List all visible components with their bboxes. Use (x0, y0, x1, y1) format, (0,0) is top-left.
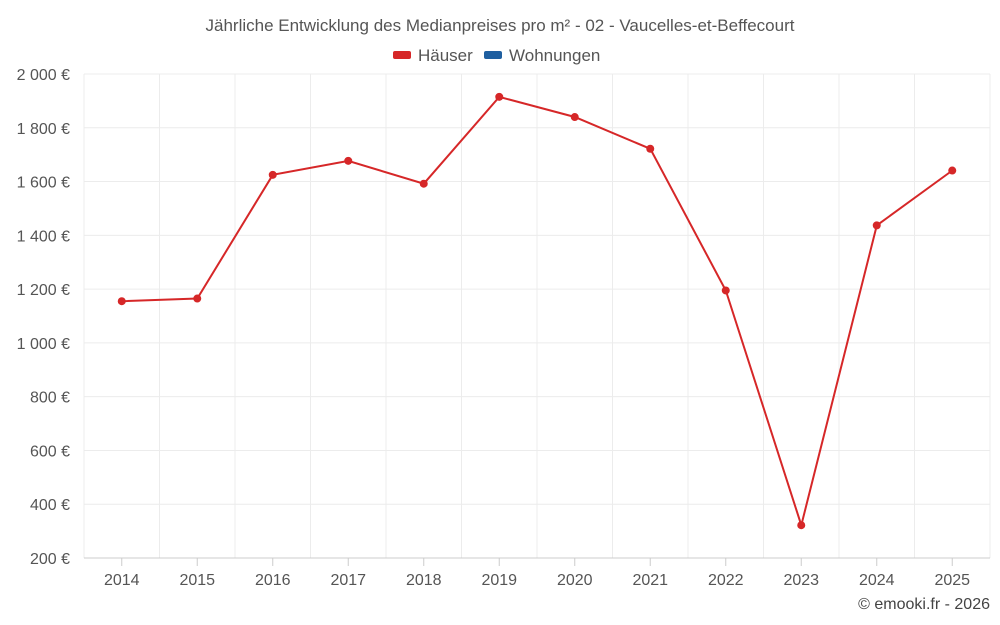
data-point[interactable] (721, 286, 730, 295)
x-tick-label: 2015 (179, 572, 215, 589)
y-tick-label: 800 € (30, 390, 70, 407)
x-tick-label: 2020 (557, 572, 593, 589)
data-point[interactable] (872, 221, 881, 230)
y-tick-label: 1 200 € (17, 282, 70, 299)
x-tick-label: 2022 (708, 572, 744, 589)
x-tick-label: 2025 (934, 572, 970, 589)
data-point[interactable] (193, 294, 202, 303)
x-tick-label: 2023 (783, 572, 819, 589)
y-tick-label: 1 600 € (17, 175, 70, 192)
data-point[interactable] (419, 179, 428, 188)
data-point[interactable] (570, 113, 579, 122)
legend-label-wohnungen[interactable]: Wohnungen (509, 46, 600, 65)
y-tick-label: 200 € (30, 551, 70, 568)
legend-swatch-haeuser (393, 51, 411, 59)
y-tick-label: 1 800 € (17, 121, 70, 138)
x-tick-label: 2016 (255, 572, 291, 589)
series (117, 92, 957, 530)
legend[interactable]: Häuser Wohnungen (393, 46, 600, 65)
credit: © emooki.fr - 2026 (858, 596, 990, 613)
legend-label-haeuser[interactable]: Häuser (418, 46, 473, 65)
data-point[interactable] (344, 156, 353, 165)
data-point[interactable] (495, 92, 504, 101)
data-point[interactable] (268, 170, 277, 179)
x-axis-ticks: 2014 2015 2016 2017 2018 2019 2020 2021 2022 2023… (104, 558, 970, 589)
x-tick-label: 2019 (481, 572, 517, 589)
data-point[interactable] (797, 521, 806, 530)
y-tick-label: 400 € (30, 497, 70, 514)
x-tick-label: 2018 (406, 572, 442, 589)
x-tick-label: 2021 (632, 572, 668, 589)
x-tick-label: 2014 (104, 572, 140, 589)
y-tick-label: 600 € (30, 443, 70, 460)
y-tick-label: 1 000 € (17, 336, 70, 353)
chart-title: Jährliche Entwicklung des Medianpreises … (206, 16, 795, 35)
legend-swatch-wohnungen (484, 51, 502, 59)
grid (83, 73, 991, 559)
data-point[interactable] (948, 166, 957, 175)
y-tick-label: 2 000 € (17, 67, 70, 84)
data-point[interactable] (646, 144, 655, 153)
series-line-0 (121, 95, 953, 529)
x-tick-label: 2017 (330, 572, 366, 589)
y-axis-ticks: 200 € 400 € 600 € 800 € 1 000 € 1 200 € 1 400 … (17, 67, 70, 568)
data-point[interactable] (117, 297, 126, 306)
y-tick-label: 1 400 € (17, 228, 70, 245)
x-tick-label: 2024 (859, 572, 895, 589)
